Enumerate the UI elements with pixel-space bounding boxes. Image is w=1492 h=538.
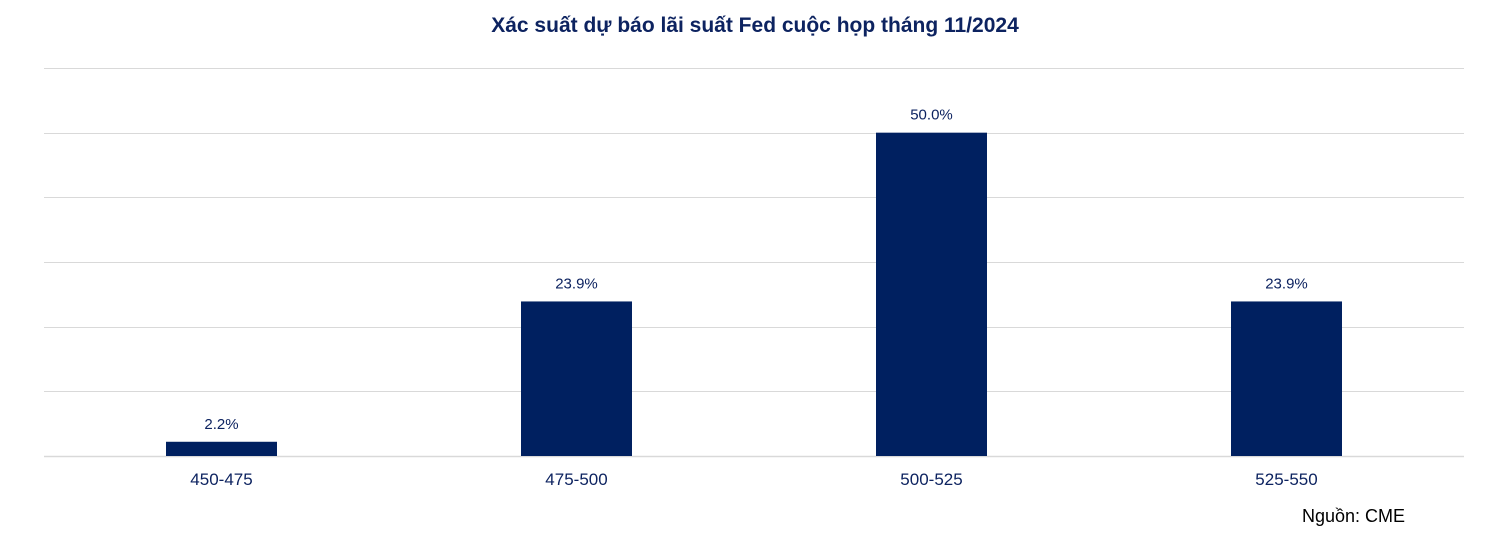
source-note: Nguồn: CME <box>1301 506 1405 526</box>
bars <box>166 132 1342 456</box>
gridlines <box>44 68 1464 458</box>
data-label-475-500: 23.9% <box>555 275 598 292</box>
bar-450-475 <box>166 441 277 456</box>
data-label-500-525: 50.0% <box>910 107 953 124</box>
data-labels: 2.2% 23.9% 50.0% 23.9% <box>204 107 1307 433</box>
x-tick-label-525-550: 525-550 <box>1255 470 1317 489</box>
bar-475-500 <box>521 301 632 456</box>
x-tick-label-500-525: 500-525 <box>900 470 962 489</box>
data-label-525-550: 23.9% <box>1265 275 1308 292</box>
x-tick-labels: 450-475 475-500 500-525 525-550 <box>190 470 1317 489</box>
chart-title: Xác suất dự báo lãi suất Fed cuộc họp th… <box>491 14 1019 37</box>
x-tick-label-450-475: 450-475 <box>190 470 252 489</box>
x-tick-label-475-500: 475-500 <box>545 470 607 489</box>
bar-525-550 <box>1231 301 1342 456</box>
bar-500-525 <box>876 132 987 456</box>
data-label-450-475: 2.2% <box>204 416 238 433</box>
